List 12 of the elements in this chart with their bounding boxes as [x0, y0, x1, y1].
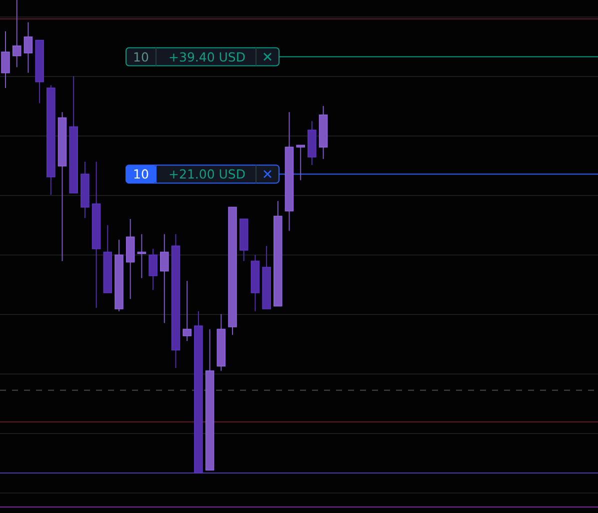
candlestick: [160, 234, 169, 324]
candlestick: [148, 248, 158, 290]
annotation: 10: [133, 166, 149, 182]
ref-line-label: +39.40 USD: [168, 49, 246, 64]
candlestick: [182, 280, 192, 342]
annotation: 10: [133, 49, 149, 64]
candlestick: [137, 234, 146, 279]
ref-line-label: +21.00 USD: [168, 166, 246, 182]
candlestick: [12, 0, 22, 68]
candlestick: [296, 144, 305, 181]
candlestick: [1, 30, 10, 88]
candlestick: [24, 22, 33, 74]
